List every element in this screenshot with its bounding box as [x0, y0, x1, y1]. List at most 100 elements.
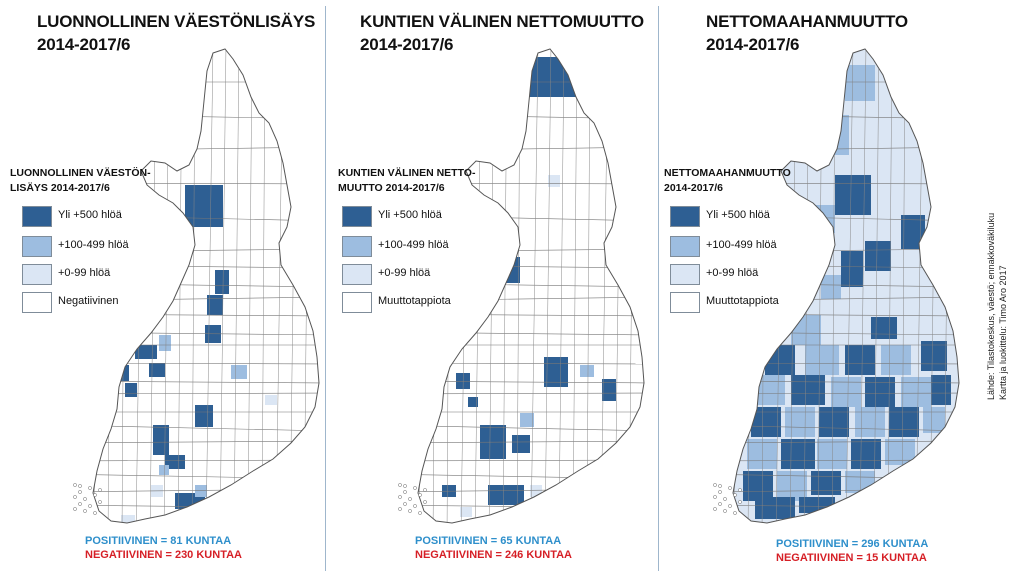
archipelago-island: [78, 484, 82, 488]
municipality-border: [93, 522, 319, 523]
archipelago-island: [413, 504, 417, 508]
finland-map: [66, 45, 320, 535]
archipelago-island: [98, 488, 102, 492]
archipelago-island: [78, 502, 82, 506]
municipality-medium: [881, 345, 911, 375]
municipality-border: [261, 49, 266, 523]
municipality-border: [943, 49, 950, 523]
municipality-dark: [125, 383, 137, 397]
municipality-dark: [845, 345, 875, 375]
archipelago-island: [88, 504, 92, 508]
municipality-dark: [841, 251, 863, 287]
legend-label: +0-99 hlöä: [706, 267, 759, 279]
municipality-border: [706, 45, 713, 535]
archipelago-island: [93, 493, 97, 497]
archipelago-island: [718, 484, 722, 488]
municipality-border: [733, 49, 740, 523]
country-base: [93, 49, 319, 523]
municipality-medium: [923, 407, 945, 433]
municipality-border: [642, 49, 644, 523]
municipality-light: [893, 145, 921, 181]
municipality-border: [66, 45, 73, 535]
municipality-dark: [865, 241, 891, 271]
municipality-dark: [185, 185, 223, 227]
archipelago-island: [423, 500, 427, 504]
legend-label: Yli +500 hlöä: [378, 209, 442, 221]
municipality-dark: [751, 407, 781, 437]
municipality-border: [80, 45, 86, 535]
municipality-border: [558, 49, 565, 523]
archipelago-island: [403, 502, 407, 506]
positive-count: POSITIIVINEN = 65 KUNTAA: [415, 535, 562, 547]
municipality-border: [303, 49, 310, 523]
municipality-light: [855, 135, 885, 169]
archipelago-island: [73, 483, 77, 487]
finland-map: [398, 45, 645, 535]
municipality-dark: [865, 377, 895, 407]
municipality-dark: [165, 455, 185, 469]
municipality-medium: [817, 439, 847, 469]
municipality-medium: [755, 375, 785, 405]
municipality-border: [530, 49, 539, 523]
municipality-dark: [488, 485, 524, 505]
archipelago-island: [83, 509, 87, 513]
municipality-medium: [159, 465, 169, 475]
municipality-border: [957, 49, 959, 523]
archipelago-island: [723, 497, 727, 501]
negative-count: NEGATIIVINEN = 246 KUNTAA: [415, 549, 572, 561]
municipality-border: [405, 45, 411, 535]
municipality-border: [418, 49, 425, 523]
municipality-medium: [785, 407, 815, 437]
municipality-border: [93, 49, 100, 523]
municipality-border: [733, 113, 959, 120]
municipality-dark: [791, 375, 825, 405]
municipality-medium: [831, 377, 861, 407]
positive-count: POSITIIVINEN = 81 KUNTAA: [85, 535, 232, 547]
panel-title: NETTOMAAHANMUUTTO 2014-2017/6: [706, 12, 908, 54]
municipality-dark: [851, 439, 881, 469]
archipelago-island: [723, 509, 727, 513]
municipality-medium: [821, 275, 841, 299]
archipelago-island: [408, 509, 412, 513]
legend-label: Muuttotappiota: [706, 295, 779, 307]
municipality-border: [247, 49, 253, 523]
finland-map: [706, 45, 960, 535]
legend-swatch-light: [670, 264, 700, 285]
archipelago-island: [83, 497, 87, 501]
archipelago-island: [423, 488, 427, 492]
legend-label: +100-499 hlöä: [58, 239, 129, 251]
legend-swatch-none: [342, 292, 372, 313]
legend-label: Yli +500 hlöä: [706, 209, 770, 221]
municipality-dark: [889, 407, 919, 437]
municipality-medium: [747, 439, 777, 469]
panel-divider-1: [325, 6, 326, 571]
municipality-dark: [215, 270, 229, 294]
municipality-border: [901, 49, 906, 523]
municipality-dark: [835, 175, 871, 215]
municipality-medium: [231, 365, 247, 379]
municipality-border: [720, 45, 726, 535]
archipelago-island: [713, 507, 717, 511]
archipelago-island: [728, 486, 732, 490]
legend-swatch-none: [670, 292, 700, 313]
municipality-medium: [815, 205, 835, 233]
municipality-dark: [512, 435, 530, 453]
municipality-medium: [885, 439, 915, 465]
municipality-border: [733, 504, 959, 509]
archipelago-island: [738, 488, 742, 492]
archipelago-island: [713, 483, 717, 487]
municipality-border: [93, 504, 319, 509]
country-outline: [417, 48, 645, 524]
panel-title: KUNTIEN VÄLINEN NETTOMUUTTO 2014-2017/6: [360, 12, 644, 54]
legend-label: +0-99 hlöä: [378, 267, 431, 279]
municipality-dark: [781, 439, 815, 469]
municipality-border: [205, 49, 214, 523]
archipelago-island: [93, 511, 97, 515]
municipality-medium: [195, 485, 207, 497]
legend-swatch-dark: [670, 206, 700, 227]
municipality-medium: [444, 85, 474, 115]
municipality-dark: [871, 317, 897, 339]
legend-swatch-light: [342, 264, 372, 285]
municipality-border: [873, 49, 880, 523]
municipality-medium: [855, 407, 885, 437]
